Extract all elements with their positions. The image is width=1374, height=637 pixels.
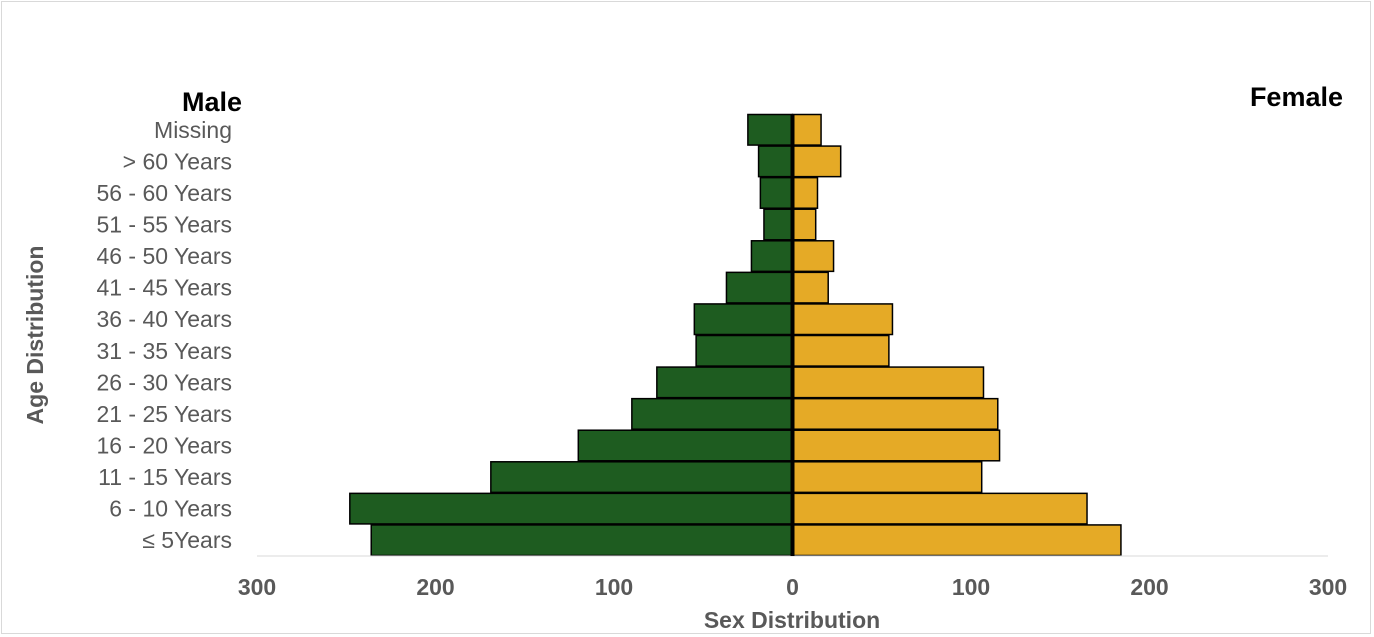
male-bars xyxy=(349,113,794,557)
female-side-label: Female xyxy=(1250,82,1343,112)
category-label: 31 - 35 Years xyxy=(96,338,232,364)
category-label: > 60 Years xyxy=(123,148,232,174)
category-label: 56 - 60 Years xyxy=(96,180,232,206)
male-bar xyxy=(490,461,794,494)
female-bar xyxy=(791,113,822,146)
category-label: 36 - 40 Years xyxy=(96,306,232,332)
female-bars xyxy=(791,113,1122,557)
female-bar xyxy=(791,208,817,241)
x-tick-label: 100 xyxy=(595,574,633,600)
female-bar xyxy=(791,334,890,367)
female-bar xyxy=(791,429,1001,462)
male-bar xyxy=(759,176,794,209)
x-tick-label: 200 xyxy=(416,574,454,600)
female-bar xyxy=(791,303,894,336)
category-label: Missing xyxy=(154,117,232,143)
male-side-label: Male xyxy=(182,87,242,117)
female-bar xyxy=(791,366,985,399)
category-label: 41 - 45 Years xyxy=(96,275,232,301)
category-label: 11 - 15 Years xyxy=(98,464,232,490)
x-tick-label: 300 xyxy=(1309,574,1347,600)
male-bar xyxy=(349,492,794,525)
category-label: 46 - 50 Years xyxy=(96,243,232,269)
category-labels: Missing > 60 Years 56 - 60 Years 51 - 55 Ye… xyxy=(96,117,232,553)
male-bar xyxy=(750,240,794,273)
x-tick-labels: 300 200 100 0 100 200 300 xyxy=(238,574,1347,600)
category-label: ≤ 5Years xyxy=(142,527,232,553)
female-bar xyxy=(791,271,829,304)
male-bar xyxy=(656,366,794,399)
x-axis-title: Sex Distribution xyxy=(704,607,880,633)
category-label: 26 - 30 Years xyxy=(96,369,232,395)
female-bar xyxy=(791,492,1088,525)
female-bar xyxy=(791,145,842,178)
category-label: 21 - 25 Years xyxy=(96,401,232,427)
x-tick-label: 200 xyxy=(1130,574,1168,600)
female-bar xyxy=(791,240,835,273)
male-bar xyxy=(725,271,794,304)
x-tick-label: 100 xyxy=(952,574,990,600)
x-tick-label: 0 xyxy=(786,574,799,600)
category-label: 51 - 55 Years xyxy=(96,212,232,238)
male-bar xyxy=(747,113,794,146)
male-bar xyxy=(631,397,794,430)
category-label: 6 - 10 Years xyxy=(109,496,232,522)
male-bar xyxy=(695,334,794,367)
female-bar xyxy=(791,397,999,430)
male-bar xyxy=(693,303,794,336)
female-bar xyxy=(791,461,983,494)
y-axis-title: Age Distribution xyxy=(22,246,48,425)
category-label: 16 - 20 Years xyxy=(96,433,232,459)
male-bar xyxy=(757,145,794,178)
male-bar xyxy=(763,208,794,241)
x-tick-label: 300 xyxy=(238,574,276,600)
female-bar xyxy=(791,176,819,209)
male-bar xyxy=(577,429,794,462)
female-bar xyxy=(791,524,1122,557)
male-bar xyxy=(370,524,794,557)
